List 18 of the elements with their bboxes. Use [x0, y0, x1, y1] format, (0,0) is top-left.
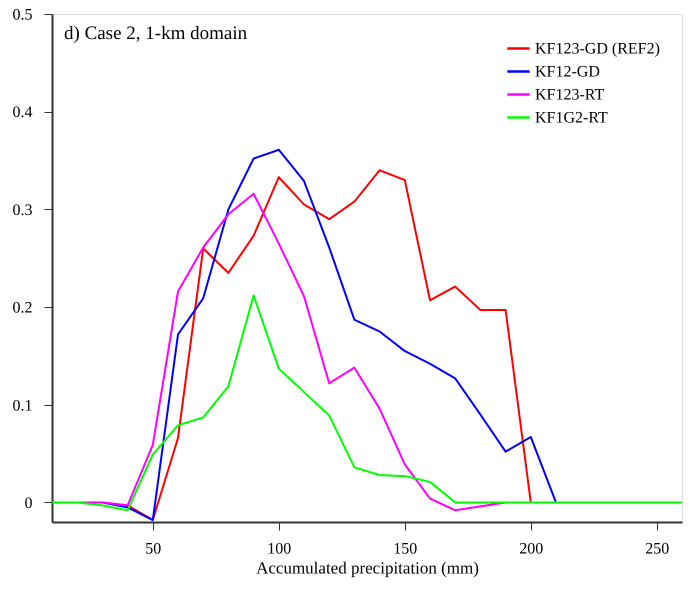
x-tick-label: 150 [393, 540, 418, 558]
chart-title: d) Case 2, 1-km domain [64, 23, 248, 44]
y-tick-label: 0.1 [12, 397, 32, 414]
y-tick-label: 0.2 [12, 300, 32, 317]
legend-label: KF1G2-RT [535, 110, 608, 126]
y-tick-label: 0.3 [12, 202, 32, 219]
y-tick-label: 0.5 [12, 6, 32, 24]
x-tick-label: 100 [267, 540, 292, 558]
line-series [52, 294, 682, 512]
x-tick-label: 200 [519, 540, 544, 558]
x-tick-label: 50 [145, 540, 162, 558]
legend-label: KF123-RT [535, 86, 604, 104]
legend-label: KF123-GD (REF2) [535, 40, 660, 58]
legend-label: KF12-GD [535, 64, 600, 80]
x-tick-label: 250 [645, 540, 670, 558]
y-tick-label: 0.4 [12, 104, 32, 122]
x-axis-title: Accumulated precipitation (mm) [256, 558, 479, 578]
y-tick-label: 0 [24, 494, 32, 512]
